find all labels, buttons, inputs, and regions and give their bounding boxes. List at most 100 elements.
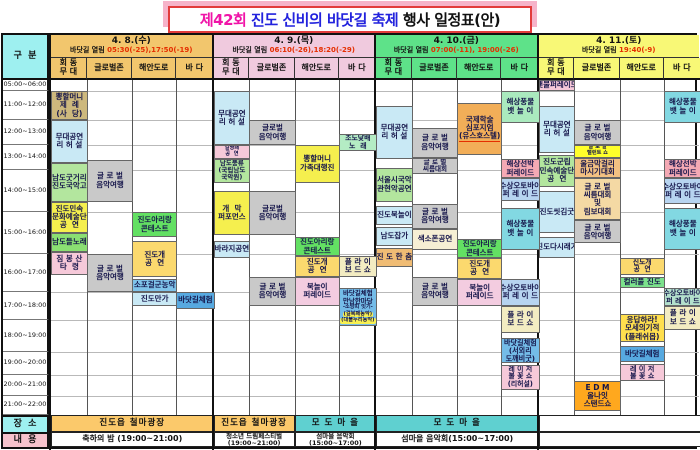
column-header-0: 회 동 무 대 — [51, 58, 87, 80]
event-text-line: 타 령 — [59, 262, 79, 272]
event-text-line: 바닷길체험 — [624, 348, 660, 358]
row-line — [51, 320, 212, 321]
column-header-2: 해안도로 — [132, 58, 177, 80]
event-text-line: 콘테스트 — [466, 247, 494, 257]
event-text-line: 조도닻배 — [345, 133, 371, 142]
time-cell: 20:00~21:00 — [3, 375, 49, 396]
event-text-line: 퍼 레 이 드 — [502, 188, 539, 198]
event-text-line: 소포걸군농악 — [133, 280, 176, 290]
event-text-line: (플래쉬몹) — [624, 331, 660, 341]
event-text-line: 플 라 이 — [669, 308, 696, 318]
place-cell: 모 도 마 을 — [376, 415, 539, 432]
event-text-line: 글로벌 — [262, 123, 283, 133]
column-header-3: 바 다 — [176, 58, 214, 80]
time-cell: 14:00~15:00 — [3, 170, 49, 212]
day-tide-info: 바닷길 열림 06:10(-26),18:20(-29) — [233, 46, 355, 55]
column-line — [619, 80, 621, 415]
event-text-line: 문화예술단 — [52, 212, 87, 222]
event-text-line: 무대공연 — [218, 108, 246, 118]
event-text-line: (리허설) — [507, 380, 533, 388]
event-text-line: 음악여행 — [258, 290, 287, 300]
title-part1: 제42회 — [199, 11, 247, 29]
event-text-line: 및 — [594, 198, 601, 208]
content-cell — [538, 432, 700, 447]
event-text-line: 퍼레이드 — [303, 290, 331, 300]
event-text-line: 레 이 저 — [630, 363, 655, 373]
title-part3: 행사 일정표(안) — [398, 11, 501, 29]
event-text-line: 리 허 설 — [218, 117, 245, 126]
event-text-line: 음악여행 — [421, 141, 449, 151]
event-text-line: E D M — [585, 382, 610, 392]
event-text-line: 진도군립 — [543, 157, 571, 167]
event-text-line: 만남한마당 — [342, 296, 373, 305]
content-row-label: 내 용 — [3, 432, 49, 447]
event-block: 해상풍물 뱃 놀 이 — [501, 207, 540, 250]
row-line — [376, 375, 537, 376]
event-text-line: 공 연 — [470, 267, 490, 277]
row-line — [376, 254, 537, 255]
event-block: 조도닻배 노 래 — [338, 133, 377, 152]
event-block: 글 로 벌 탤런트 쇼 — [574, 145, 621, 158]
event-text-line: 남도들노래 — [52, 237, 87, 247]
row-line — [51, 91, 212, 92]
event-tag-line: (걸북패농악) — [342, 310, 374, 318]
event-block: 진도군립 민속예술단 공 연 — [538, 155, 576, 187]
row-line — [538, 91, 699, 92]
column-header-2: 해안도로 — [294, 58, 339, 80]
event-text-line: 퍼레이드 — [506, 167, 535, 177]
event-text-line: 글 로 벌 — [259, 282, 286, 291]
event-text-line: (진도국악고) — [52, 181, 88, 190]
row-line — [51, 212, 212, 213]
time-cell: 11:00~12:00 — [3, 91, 49, 120]
event-text-line: 불 꽃 쇼 — [508, 372, 533, 381]
event-text-line: 공 연 — [633, 265, 651, 274]
event-block: 글 로 벌 음악여행 — [86, 254, 134, 292]
column-header-1: 글로벌존 — [86, 58, 133, 80]
time-cell: 05:00~06:00 — [3, 80, 49, 91]
column-header-3: 바 다 — [501, 58, 539, 80]
event-block: 진 도 한 춤 — [376, 247, 413, 268]
time-cell: 12:00~13:00 — [3, 120, 49, 145]
event-block: 바닷길체험 — [619, 345, 665, 363]
event-text-line: 리 허 설 — [56, 140, 83, 150]
time-cell: 18:00~19:00 — [3, 320, 49, 352]
corner-header: 구 분 — [3, 35, 49, 80]
title-part2: 진도 신비의 바닷길 축제 — [246, 11, 399, 29]
event-text-line: 노 래 — [349, 141, 367, 150]
event-block: 진도아리랑 콘테스트 — [457, 239, 503, 258]
row-line — [538, 320, 699, 321]
event-block: 바닷길체험 — [176, 292, 215, 309]
column-header-2: 해안도로 — [457, 58, 502, 80]
day-header: 4. 11.(토) 바닷길 열림 19:40(-9) — [538, 35, 699, 58]
event-text-line: 스탠드쇼 — [583, 399, 612, 409]
event-text-line: 음악여행 — [421, 215, 449, 225]
event-block: 해상선박 퍼레이드 — [501, 158, 540, 179]
event-block: 북놀이 퍼레이드 — [294, 276, 340, 306]
event-underlined-line: (유스호스텔) — [459, 131, 501, 142]
event-text-line: 퍼 레 이 드 — [502, 291, 539, 301]
event-block: 글 로 벌 음악여행 — [249, 276, 296, 306]
event-block: E D M 올나잇 스탠드쇼 — [574, 381, 621, 412]
day-tide-info: 바닷길 열림 19:40(-9) — [582, 46, 656, 55]
event-text-line: 글 로 벌 — [588, 145, 607, 151]
event-text-line: 글 로 벌 — [422, 206, 448, 216]
day-header: 4. 8.(수) 바닷길 열림 05:30(-25),17:50(-19) — [51, 35, 212, 58]
tide-open-times: 19:40(-9) — [619, 46, 656, 55]
event-block: 개 막 퍼포먼스 — [213, 191, 251, 236]
day-date: 4. 10.(금) — [433, 36, 479, 47]
event-block: 무대공연 리 허 설 — [51, 120, 88, 163]
day-header: 4. 10.(금) 바닷길 열림 07:00(-11), 19:00(-26) — [376, 35, 537, 58]
event-block: 뽕할머니 제 례 (사 당) — [51, 91, 88, 120]
event-text-line: 진도개 — [469, 258, 491, 268]
event-text-line: 바닷길체험 — [342, 289, 373, 298]
row-line — [213, 352, 374, 353]
event-text-line: 음악여행 — [96, 272, 124, 281]
event-text-line: 수상오토바이 — [663, 288, 700, 298]
event-text-line: 씨름대회 — [422, 164, 448, 173]
day-header: 4. 9.(목) 바닷길 열림 06:10(-26),18:20(-29) — [213, 35, 374, 58]
event-text-line: 보 드 쇼 — [344, 265, 371, 275]
